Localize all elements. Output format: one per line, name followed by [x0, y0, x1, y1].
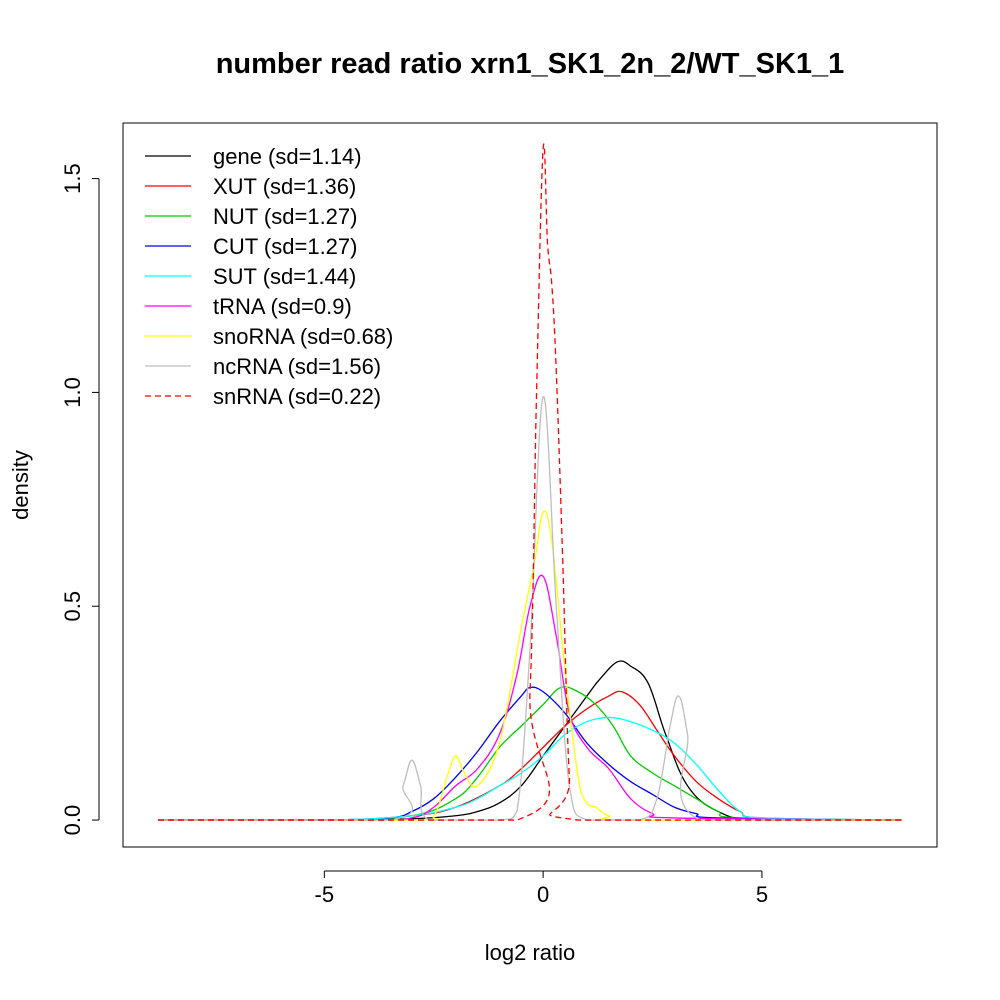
legend-entry: gene (sd=1.14) — [213, 144, 362, 169]
y-tick-label: 1.5 — [60, 163, 85, 194]
x-axis: -5 0 5 — [315, 870, 768, 907]
legend-entry: snoRNA (sd=0.68) — [213, 324, 393, 349]
legend-entry: CUT (sd=1.27) — [213, 234, 357, 259]
y-tick-label: 0.0 — [60, 805, 85, 836]
series-line-5 — [158, 574, 902, 821]
series-line-4 — [158, 716, 903, 821]
legend-entry: NUT (sd=1.27) — [213, 204, 357, 229]
x-axis-label: log2 ratio — [485, 940, 576, 965]
legend-entry: tRNA (sd=0.9) — [213, 294, 352, 319]
series-line-8 — [158, 143, 902, 821]
series-line-1 — [158, 690, 903, 821]
legend-entry: XUT (sd=1.36) — [213, 174, 356, 199]
series-line-3 — [158, 686, 902, 821]
y-tick-label: 0.5 — [60, 591, 85, 622]
y-axis-label: density — [8, 450, 33, 520]
chart-title: number read ratio xrn1_SK1_2n_2/WT_SK1_1 — [216, 48, 845, 80]
legend-entry: snRNA (sd=0.22) — [213, 384, 381, 409]
series-layer — [158, 143, 903, 821]
x-tick-label: 0 — [537, 882, 549, 907]
x-tick-label: -5 — [315, 882, 335, 907]
legend: gene (sd=1.14) XUT (sd=1.36) NUT (sd=1.27)… — [145, 144, 393, 409]
series-line-7 — [158, 396, 902, 821]
y-tick-label: 1.0 — [60, 377, 85, 408]
plot-area — [122, 122, 938, 848]
series-line-6 — [158, 510, 902, 821]
series-line-0 — [158, 660, 902, 821]
legend-entry: SUT (sd=1.44) — [213, 264, 356, 289]
legend-entry: ncRNA (sd=1.56) — [213, 354, 381, 379]
x-tick-label: 5 — [756, 882, 768, 907]
y-axis: 0.0 0.5 1.0 1.5 — [60, 163, 100, 836]
